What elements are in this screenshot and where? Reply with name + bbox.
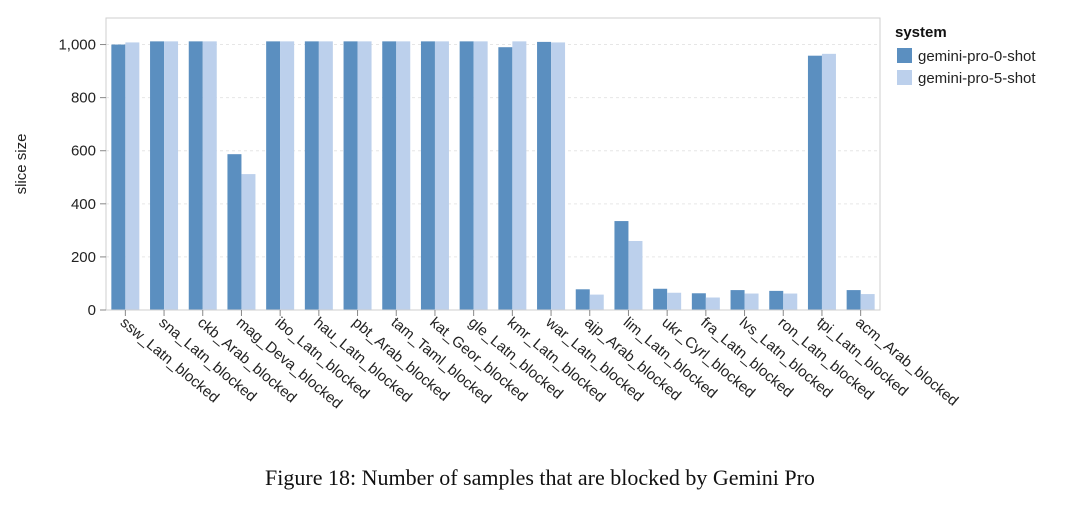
bar-gemini-pro-0-shot-hau_Latn_blocked xyxy=(304,41,319,311)
legend: system gemini-pro-0-shot gemini-pro-5-sho… xyxy=(895,24,1036,87)
bar-gemini-pro-5-shot-lim_Latn_blocked xyxy=(628,240,643,310)
y-tick-label: 200 xyxy=(71,249,96,266)
bar-gemini-pro-5-shot-ajp_Arab_blocked xyxy=(589,294,604,310)
bar-gemini-pro-5-shot-ssw_Latn_blocked xyxy=(125,42,140,311)
figure-caption: Figure 18: Number of samples that are bl… xyxy=(265,465,815,490)
bar-gemini-pro-0-shot-kmr_Latn_blocked xyxy=(498,47,513,310)
bar-gemini-pro-0-shot-kat_Geor_blocked xyxy=(420,41,435,311)
x-axis: ssw_Latn_blockedsna_Latn_blockedckb_Arab… xyxy=(117,310,961,412)
bar-gemini-pro-0-shot-ibo_Latn_blocked xyxy=(266,41,281,311)
bar-gemini-pro-0-shot-ajp_Arab_blocked xyxy=(575,289,590,310)
bar-gemini-pro-5-shot-gle_Latn_blocked xyxy=(473,41,488,311)
legend-label: gemini-pro-0-shot xyxy=(918,48,1036,65)
bar-gemini-pro-5-shot-kmr_Latn_blocked xyxy=(512,41,527,311)
plot-frame xyxy=(105,17,881,311)
chart: 0 200 400 600 800 1,000 ssw_Latn_blockedsna_L… xyxy=(13,17,1036,412)
bar-gemini-pro-0-shot-tpi_Latn_blocked xyxy=(807,55,822,310)
y-tick-label: 0 xyxy=(88,302,96,319)
y-tick-label: 400 xyxy=(71,196,96,213)
legend-swatch-gemini-pro-5-shot xyxy=(897,70,912,85)
legend-label: gemini-pro-5-shot xyxy=(918,70,1036,87)
bar-gemini-pro-5-shot-pbt_Arab_blocked xyxy=(357,41,372,311)
bar-gemini-pro-5-shot-lvs_Latn_blocked xyxy=(744,293,759,310)
bar-gemini-pro-0-shot-lim_Latn_blocked xyxy=(614,221,629,310)
bar-gemini-pro-5-shot-kat_Geor_blocked xyxy=(434,41,449,311)
bar-gemini-pro-0-shot-sna_Latn_blocked xyxy=(150,41,165,311)
y-axis-label: slice size xyxy=(13,134,30,195)
bar-gemini-pro-5-shot-mag_Deva_blocked xyxy=(241,174,256,310)
bar-gemini-pro-0-shot-tam_Taml_blocked xyxy=(382,41,397,311)
bar-gemini-pro-0-shot-ron_Latn_blocked xyxy=(769,290,784,310)
y-axis: 0 200 400 600 800 1,000 xyxy=(58,37,106,319)
bar-gemini-pro-0-shot-acm_Arab_blocked xyxy=(846,290,861,310)
bar-gemini-pro-5-shot-war_Latn_blocked xyxy=(551,42,566,311)
bar-gemini-pro-0-shot-war_Latn_blocked xyxy=(537,41,552,311)
bar-gemini-pro-5-shot-hau_Latn_blocked xyxy=(318,41,333,311)
bar-gemini-pro-0-shot-mag_Deva_blocked xyxy=(227,154,242,310)
legend-swatch-gemini-pro-0-shot xyxy=(897,48,912,63)
y-tick-label: 1,000 xyxy=(58,37,96,54)
gridlines xyxy=(106,44,880,258)
bar-gemini-pro-0-shot-fra_Latn_blocked xyxy=(691,293,706,310)
bars xyxy=(111,41,875,311)
bar-gemini-pro-0-shot-ckb_Arab_blocked xyxy=(188,41,203,311)
bar-gemini-pro-5-shot-sna_Latn_blocked xyxy=(164,41,179,311)
bar-gemini-pro-5-shot-tpi_Latn_blocked xyxy=(821,53,836,310)
bar-gemini-pro-0-shot-ssw_Latn_blocked xyxy=(111,44,126,310)
y-tick-label: 800 xyxy=(71,90,96,107)
legend-title: system xyxy=(895,24,947,41)
bar-gemini-pro-0-shot-ukr_Cyrl_blocked xyxy=(653,288,668,310)
bar-gemini-pro-5-shot-ckb_Arab_blocked xyxy=(202,41,217,311)
bar-gemini-pro-5-shot-ron_Latn_blocked xyxy=(783,293,798,310)
bar-gemini-pro-0-shot-lvs_Latn_blocked xyxy=(730,290,745,310)
bar-gemini-pro-5-shot-ibo_Latn_blocked xyxy=(280,41,295,311)
bar-gemini-pro-5-shot-fra_Latn_blocked xyxy=(705,297,720,310)
bar-gemini-pro-5-shot-tam_Taml_blocked xyxy=(396,41,411,311)
bar-gemini-pro-5-shot-acm_Arab_blocked xyxy=(860,294,875,310)
bar-gemini-pro-0-shot-pbt_Arab_blocked xyxy=(343,41,358,311)
bar-gemini-pro-0-shot-gle_Latn_blocked xyxy=(459,41,474,311)
bar-gemini-pro-5-shot-ukr_Cyrl_blocked xyxy=(667,292,682,310)
y-tick-label: 600 xyxy=(71,143,96,160)
